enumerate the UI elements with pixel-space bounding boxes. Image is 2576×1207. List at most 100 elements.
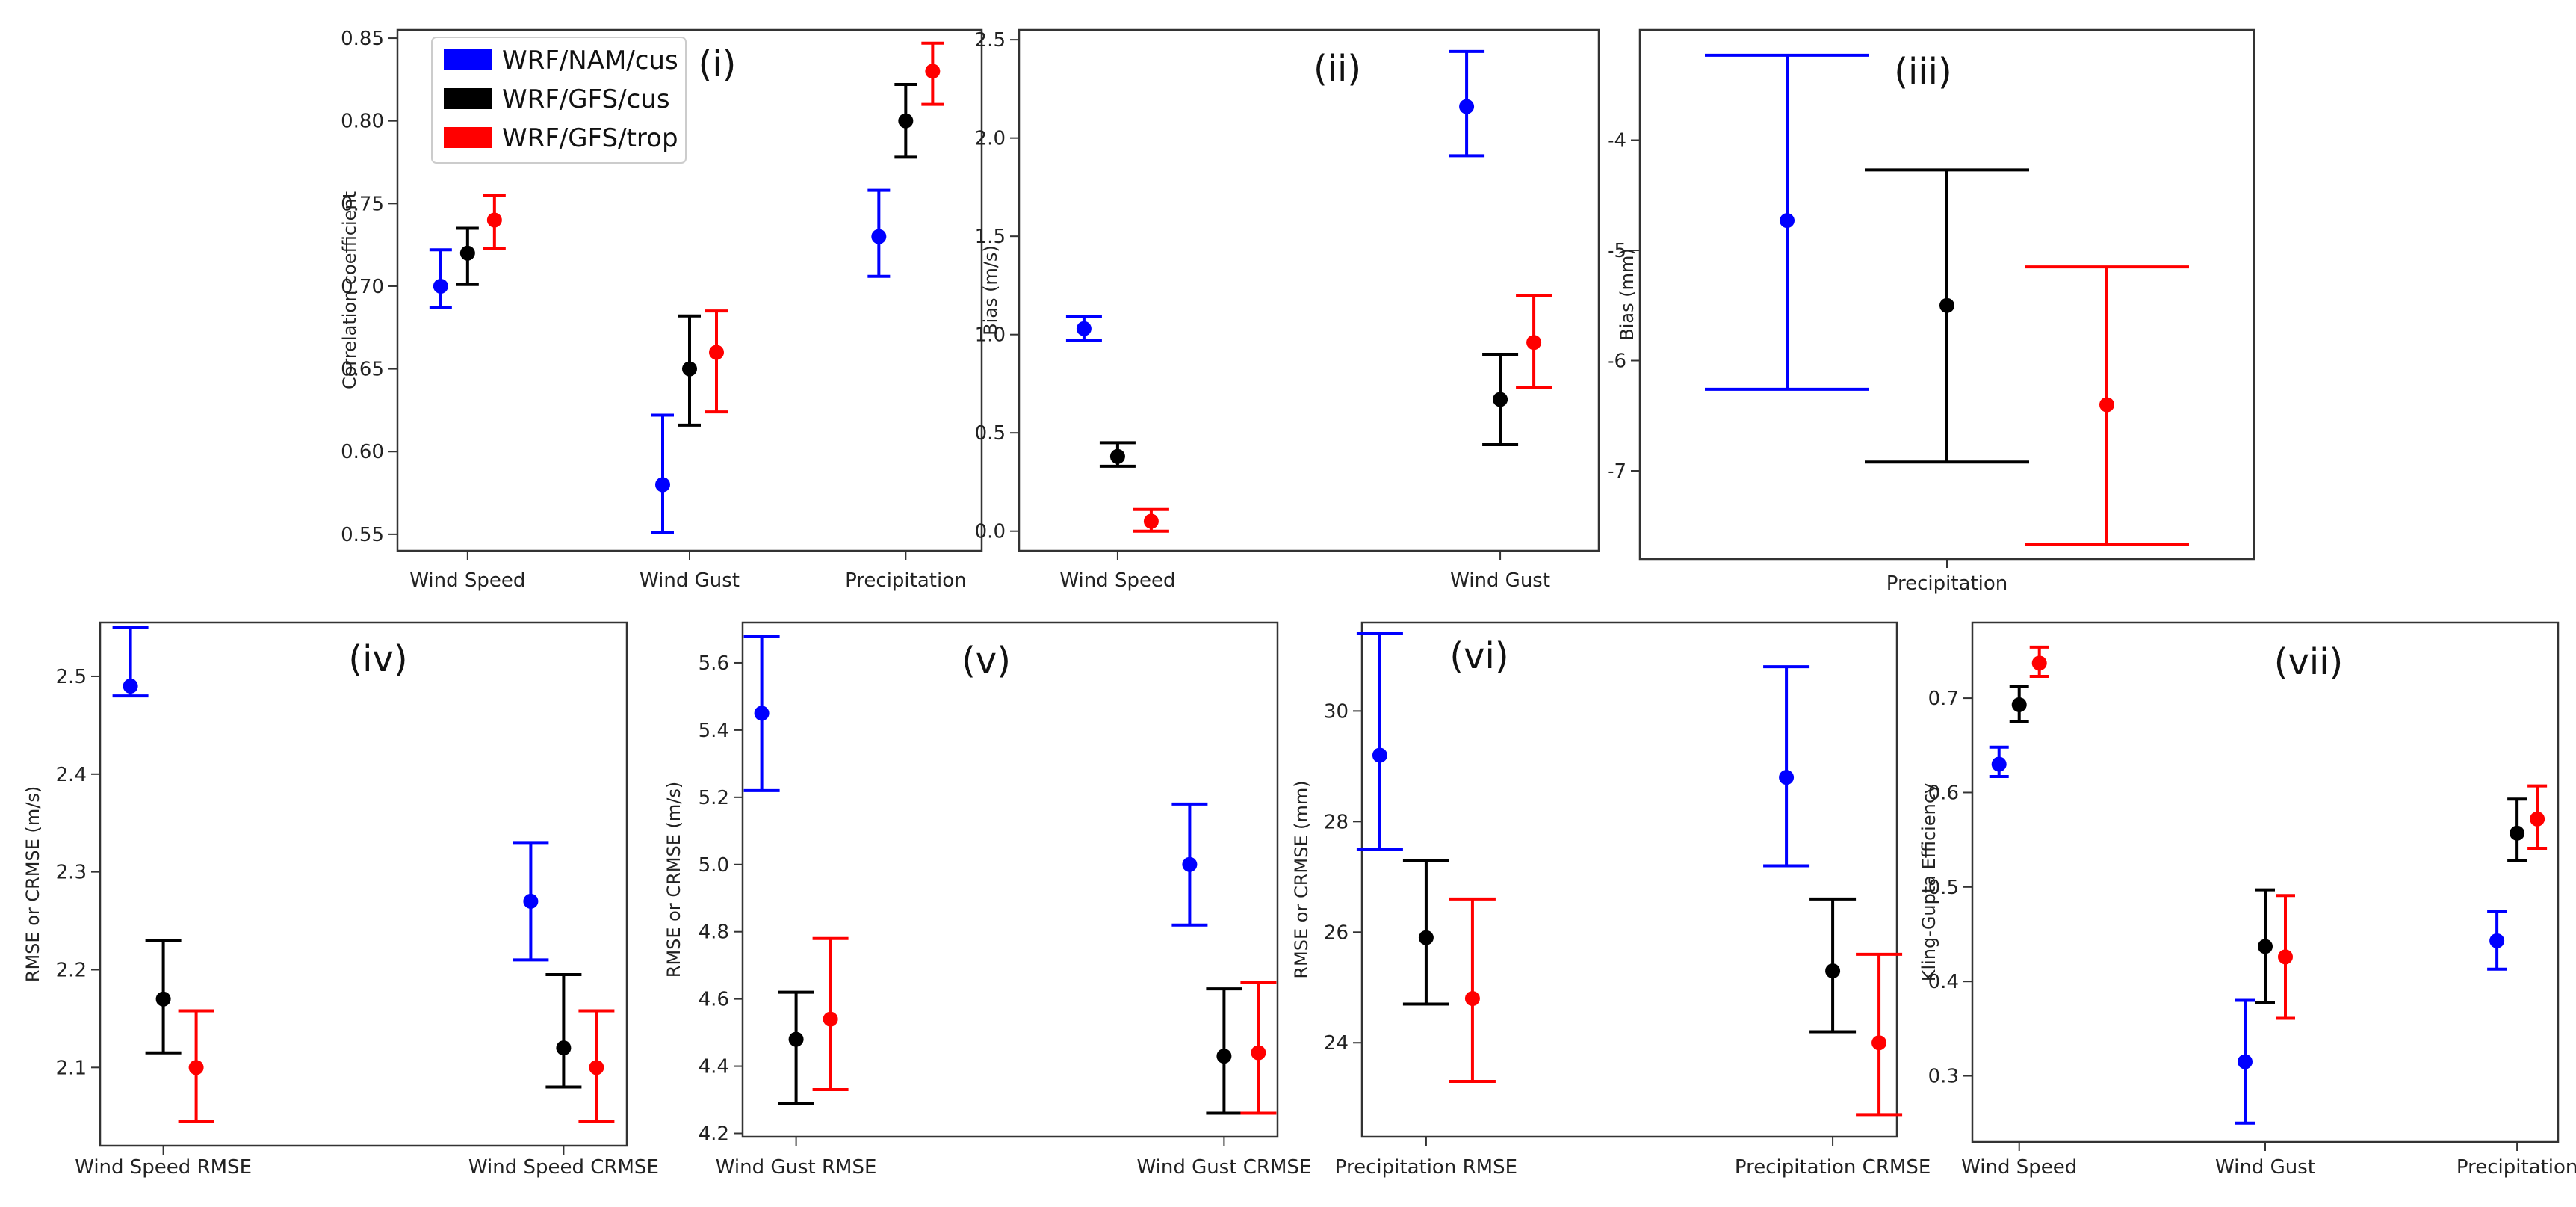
x-tick-label: Precipitation: [2456, 1156, 2576, 1179]
series-1: [1099, 352, 1519, 468]
series-2: [1449, 897, 1903, 1117]
panel-label: (v): [962, 640, 1011, 682]
data-point: [1526, 335, 1542, 351]
x-tick-label: Wind Speed: [1059, 569, 1175, 592]
data-point: [1779, 770, 1795, 785]
data-point: [556, 1040, 572, 1056]
y-tick-label: 0.55: [341, 524, 384, 546]
y-axis-label: Bias (mm): [1617, 248, 1638, 340]
panel-7: 0.3 0.4 0.5 0.6 0.7 Kling-Gupta Efficiency Win…: [1919, 621, 2576, 1179]
x-tick-label: Wind Gust: [2215, 1156, 2315, 1179]
data-point: [2530, 811, 2545, 827]
y-tick-label: 4.4: [699, 1056, 729, 1078]
y-tick-label: 5.2: [699, 787, 729, 809]
y-tick-label: 2.4: [56, 764, 87, 786]
y-tick-label: 0.7: [1928, 688, 1959, 710]
data-point: [1182, 856, 1198, 872]
series-1: [778, 987, 1242, 1115]
y-tick-label: 0.75: [341, 193, 384, 215]
series-2: [2025, 265, 2189, 546]
data-point: [709, 345, 724, 360]
series-0: [743, 634, 1208, 927]
data-point: [433, 278, 448, 294]
panel-label: (vi): [1449, 635, 1508, 677]
data-point: [1871, 1035, 1887, 1051]
y-tick-label: -4: [1607, 130, 1626, 152]
x-tick-label: Wind Gust: [1450, 569, 1550, 592]
data-point: [754, 706, 770, 721]
data-point: [2278, 949, 2293, 965]
series-0: [1989, 745, 2507, 1125]
data-point: [1251, 1045, 1266, 1061]
y-tick-label: 2.3: [56, 862, 87, 884]
x-tick-label: Wind Speed: [1961, 1156, 2077, 1179]
panel-label: (ii): [1313, 48, 1361, 90]
series-1: [456, 83, 917, 427]
data-point: [486, 212, 502, 228]
panel-label: (vii): [2274, 641, 2344, 683]
data-point: [1143, 513, 1159, 529]
x-tick-label: Wind Gust: [640, 569, 740, 592]
y-tick-label: 2.5: [56, 666, 87, 688]
legend-swatch: [444, 49, 492, 70]
series-2: [1133, 294, 1552, 533]
y-tick-label: 4.8: [699, 922, 729, 944]
data-point: [871, 229, 887, 244]
x-tick-label: Precipitation: [1886, 572, 2008, 595]
data-point: [1459, 99, 1475, 114]
y-tick-label: 0.5: [975, 422, 1006, 445]
y-tick-label: -7: [1607, 460, 1626, 483]
panel-label: (iii): [1894, 51, 1951, 93]
y-tick-label: 28: [1324, 811, 1349, 833]
y-axis-label: Kling-Gupta Efficiency: [1919, 783, 1939, 981]
data-point: [1825, 963, 1841, 979]
legend-swatch: [444, 88, 492, 109]
data-point: [2011, 697, 2027, 712]
y-tick-label: 5.6: [699, 652, 729, 675]
data-point: [523, 893, 539, 909]
y-tick-label: 0.0: [975, 521, 1006, 543]
series-2: [812, 936, 1277, 1115]
series-1: [1402, 859, 1857, 1034]
data-point: [1991, 756, 2007, 772]
data-point: [682, 361, 697, 377]
data-point: [1109, 448, 1125, 464]
data-point: [925, 64, 941, 79]
data-point: [1076, 321, 1092, 336]
data-point: [1493, 392, 1508, 407]
panel-4: 2.1 2.2 2.3 2.4 2.5 RMSE or CRMSE (m/s) Wind S…: [22, 621, 659, 1179]
data-point: [155, 991, 171, 1007]
legend-label: WRF/NAM/cus: [502, 46, 678, 75]
data-point: [2099, 397, 2114, 413]
y-tick-label: 1.5: [975, 226, 1006, 248]
y-tick-label: 0.80: [341, 111, 384, 133]
legend-swatch: [444, 127, 492, 148]
y-tick-label: 0.6: [1928, 782, 1959, 804]
panel-frame: [99, 621, 628, 1147]
y-tick-label: -5: [1607, 240, 1626, 262]
data-point: [823, 1011, 838, 1027]
data-point: [1372, 747, 1387, 763]
x-tick-label: Wind Speed CRMSE: [468, 1156, 659, 1179]
data-point: [788, 1031, 804, 1047]
series-1: [1865, 168, 2029, 464]
series-2: [178, 1009, 615, 1123]
data-point: [123, 679, 138, 694]
x-tick-label: Wind Gust CRMSE: [1136, 1156, 1311, 1179]
y-tick-label: 4.2: [699, 1123, 729, 1146]
x-tick-label: Wind Speed RMSE: [75, 1156, 252, 1179]
y-tick-label: 5.0: [699, 854, 729, 877]
y-tick-label: 0.65: [341, 359, 384, 381]
panel-frame: [741, 621, 1279, 1138]
data-point: [2510, 825, 2525, 841]
data-point: [1216, 1049, 1232, 1064]
y-tick-label: 2.5: [975, 29, 1006, 52]
y-tick-label: 2.1: [56, 1057, 87, 1079]
y-tick-label: 0.85: [341, 28, 384, 50]
legend-label: WRF/GFS/cus: [502, 84, 670, 114]
legend-label: WRF/GFS/trop: [502, 123, 678, 153]
data-point: [1464, 991, 1480, 1007]
y-tick-label: 30: [1324, 700, 1349, 723]
series-1: [2009, 685, 2527, 1004]
